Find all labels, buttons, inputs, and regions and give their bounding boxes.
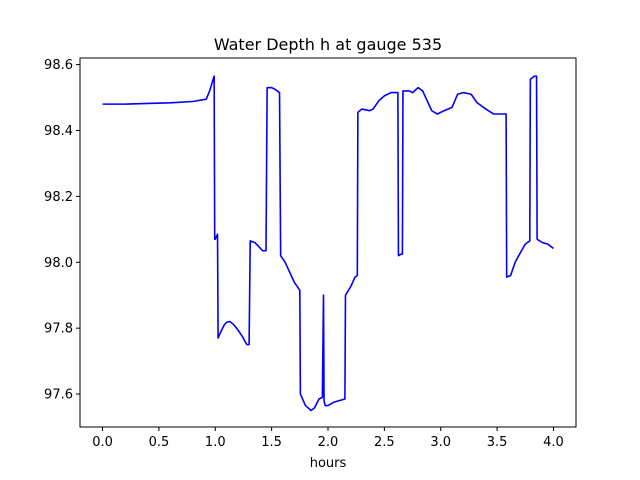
x-axis-label: hours [310,456,347,471]
x-axis-ticks: 0.0 0.5 1.0 1.5 2.0 2.5 3.0 3.5 4.0 [92,427,564,450]
plot-area [80,58,576,427]
x-tick-label: 1.5 [261,435,282,450]
chart-title: Water Depth h at gauge 535 [214,35,442,54]
x-tick-label: 2.0 [318,435,339,450]
y-tick-label: 98.0 [44,256,73,271]
x-tick-label: 1.0 [205,435,226,450]
series-line [102,75,554,412]
x-tick-label: 3.0 [430,435,451,450]
plot-frame [79,57,577,428]
x-tick-label: 4.0 [543,435,564,450]
y-axis-ticks: 97.6 97.8 98.0 98.2 98.4 98.6 [44,58,80,403]
x-tick-label: 0.5 [149,435,170,450]
y-tick-label: 97.8 [44,322,73,337]
y-tick-label: 97.6 [44,388,73,403]
x-tick-label: 0.0 [92,435,113,450]
x-tick-label: 3.5 [487,435,508,450]
y-tick-label: 98.2 [44,190,73,205]
y-tick-label: 98.4 [44,124,73,139]
y-tick-label: 98.6 [44,58,73,73]
x-tick-label: 2.5 [374,435,395,450]
